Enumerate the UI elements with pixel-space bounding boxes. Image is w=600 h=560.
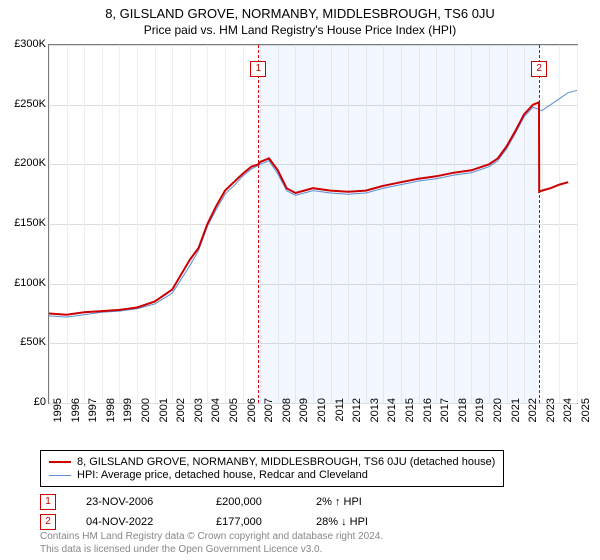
transaction-row-1: 1 23-NOV-2006 £200,000 2% ↑ HPI: [40, 494, 362, 510]
y-tick-label: £300K: [2, 38, 46, 50]
transaction-row-2: 2 04-NOV-2022 £177,000 28% ↓ HPI: [40, 514, 368, 530]
line-series-layer: [49, 45, 577, 403]
legend-item-property: 8, GILSLAND GROVE, NORMANBY, MIDDLESBROU…: [49, 456, 495, 468]
chart-marker-1: 1: [250, 61, 266, 77]
legend: 8, GILSLAND GROVE, NORMANBY, MIDDLESBROU…: [40, 450, 504, 487]
y-tick-label: £250K: [2, 98, 46, 110]
transaction-date-1: 23-NOV-2006: [86, 496, 186, 508]
footer-line-2: This data is licensed under the Open Gov…: [40, 543, 383, 556]
chart-title: 8, GILSLAND GROVE, NORMANBY, MIDDLESBROU…: [0, 0, 600, 21]
y-tick-label: £200K: [2, 157, 46, 169]
gridline-v: [577, 45, 578, 403]
transaction-marker-1: 1: [40, 494, 56, 510]
chart-marker-2: 2: [531, 61, 547, 77]
y-tick-label: £0: [2, 396, 46, 408]
footer-line-1: Contains HM Land Registry data © Crown c…: [40, 530, 383, 543]
legend-swatch-hpi: [49, 475, 71, 476]
legend-item-hpi: HPI: Average price, detached house, Redc…: [49, 469, 495, 481]
transaction-marker-2: 2: [40, 514, 56, 530]
transaction-diff-1: 2% ↑ HPI: [316, 496, 362, 508]
transaction-price-1: £200,000: [216, 496, 286, 508]
legend-label-hpi: HPI: Average price, detached house, Redc…: [77, 469, 368, 481]
series-line-hpi: [49, 90, 577, 317]
y-tick-label: £150K: [2, 217, 46, 229]
chart-subtitle: Price paid vs. HM Land Registry's House …: [0, 23, 600, 37]
footer-attribution: Contains HM Land Registry data © Crown c…: [40, 530, 383, 556]
y-tick-label: £100K: [2, 277, 46, 289]
x-tick-label: 2025: [580, 398, 600, 438]
y-tick-label: £50K: [2, 336, 46, 348]
chart-area: 12: [48, 44, 578, 404]
legend-label-property: 8, GILSLAND GROVE, NORMANBY, MIDDLESBROU…: [77, 456, 495, 468]
transaction-price-2: £177,000: [216, 516, 286, 528]
legend-swatch-property: [49, 461, 71, 463]
series-line-property: [49, 102, 568, 314]
transaction-diff-2: 28% ↓ HPI: [316, 516, 368, 528]
transaction-date-2: 04-NOV-2022: [86, 516, 186, 528]
